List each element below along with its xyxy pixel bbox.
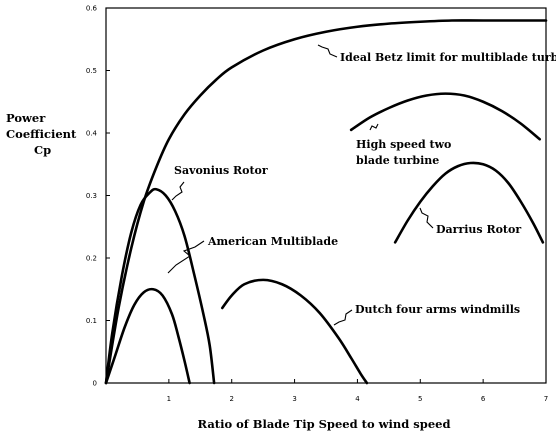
- label-savonius: Savonius Rotor: [174, 164, 268, 177]
- curve-betz: [104, 19, 548, 385]
- x-tick-label: 6: [481, 395, 486, 403]
- leader-highspeed: [369, 123, 379, 131]
- label-dutch: Dutch four arms windmills: [355, 303, 520, 316]
- y-axis-title-line-3: Cp: [34, 143, 51, 157]
- x-axis-title: Ratio of Blade Tip Speed to wind speed: [198, 417, 451, 431]
- y-axis-title-line-2: Coefficient: [6, 127, 77, 141]
- label-betz: Ideal Betz limit for multiblade turbine: [340, 51, 556, 64]
- y-axis-title-line-1: Power: [6, 111, 46, 125]
- leader-american: [167, 240, 205, 274]
- y-tick-label: 0.2: [86, 255, 97, 263]
- label-highspeed-line-1: High speed two: [356, 138, 451, 151]
- x-tick-label: 2: [229, 395, 233, 403]
- x-tick-label: 3: [292, 395, 296, 403]
- curves-group: [104, 19, 548, 385]
- x-tick-label: 7: [544, 395, 548, 403]
- leader-savonius: [171, 181, 185, 201]
- y-tick-label: 0.6: [86, 5, 98, 13]
- y-tick-label: 0.3: [86, 192, 97, 200]
- x-tick-label: 1: [167, 395, 171, 403]
- curve-american: [104, 287, 191, 385]
- curve-dutch: [220, 278, 369, 385]
- label-american: American Multiblade: [207, 235, 338, 248]
- y-tick-label: 0: [93, 380, 97, 388]
- y-tick-label: 0.1: [86, 317, 97, 325]
- y-tick-label: 0.5: [86, 67, 97, 75]
- x-tick-label: 4: [355, 395, 360, 403]
- curve-darrius: [393, 161, 545, 244]
- curve-highspeed: [349, 92, 542, 141]
- y-tick-label: 0.4: [86, 130, 98, 138]
- x-tick-label: 5: [418, 395, 422, 403]
- leader-betz: [317, 44, 338, 58]
- axis-ticks: 0 0.1 0.2 0.3 0.4 0.5 0.6 1 2 3 4 5 6 7: [86, 5, 548, 404]
- leader-dutch: [333, 309, 353, 326]
- plot-frame: [105, 7, 547, 384]
- leader-darrius: [419, 207, 434, 229]
- label-darrius: Darrius Rotor: [436, 223, 521, 236]
- label-highspeed-line-2: blade turbine: [356, 154, 439, 167]
- curve-savonius: [104, 187, 216, 385]
